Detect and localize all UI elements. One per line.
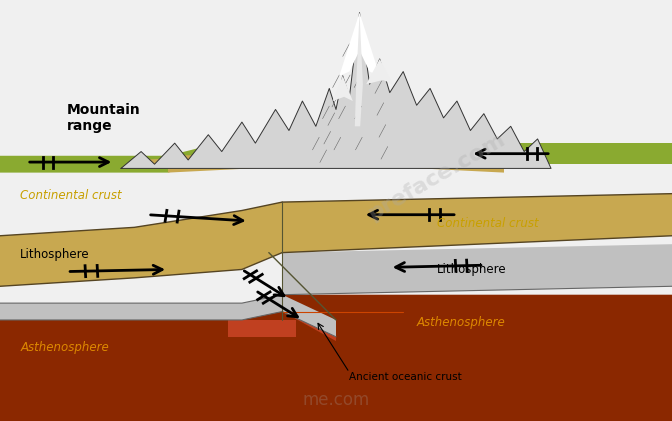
Polygon shape [134,152,538,168]
Polygon shape [366,59,393,84]
Polygon shape [355,13,363,126]
Polygon shape [282,295,672,421]
Polygon shape [282,194,672,253]
Polygon shape [457,143,672,164]
Polygon shape [0,147,202,173]
Text: Lithosphere: Lithosphere [437,263,507,276]
Polygon shape [282,244,672,295]
Text: me.com: me.com [302,391,370,409]
Text: Lithosphere: Lithosphere [20,248,90,261]
Polygon shape [228,320,296,337]
Text: Asthenosphere: Asthenosphere [417,316,505,328]
Polygon shape [0,202,282,286]
Polygon shape [282,295,336,341]
Text: Continental crust: Continental crust [437,217,538,229]
Polygon shape [0,295,672,421]
Polygon shape [333,76,353,101]
Text: Mountain
range: Mountain range [67,103,141,133]
Text: Ancient oceanic crust: Ancient oceanic crust [349,372,462,382]
Polygon shape [168,152,504,173]
Polygon shape [0,295,336,337]
Text: preface.com: preface.com [365,129,509,224]
Text: Continental crust: Continental crust [20,189,122,202]
Text: Asthenosphere: Asthenosphere [20,341,109,354]
Polygon shape [121,13,551,168]
Polygon shape [339,13,380,76]
